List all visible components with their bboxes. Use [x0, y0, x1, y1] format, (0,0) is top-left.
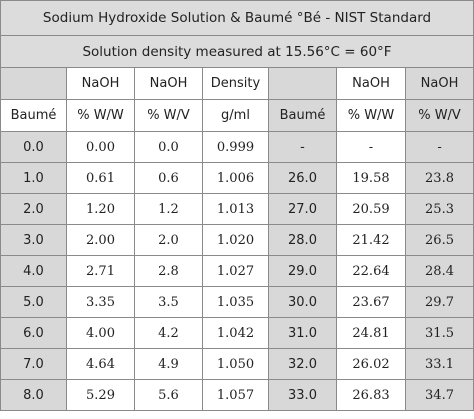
header-cell: % W/W	[336, 99, 406, 132]
table-row: 8.0 5.29 5.6 1.057 33.0 26.83 34.7	[0, 379, 474, 411]
header-cell: NaOH	[66, 67, 135, 100]
table-cell: 2.0	[134, 224, 203, 256]
table-cell: 1.006	[202, 162, 269, 194]
table-cell: 2.0	[0, 193, 67, 225]
header-cell: Baumé	[268, 99, 337, 132]
table-cell: 0.00	[66, 131, 135, 163]
table-row: 3.0 2.00 2.0 1.020 28.0 21.42 26.5	[0, 224, 474, 256]
header-cell: % W/V	[404, 99, 474, 132]
table-cell: -	[336, 131, 406, 163]
header-cell: Baumé	[0, 99, 67, 132]
table-row: 2.0 1.20 1.2 1.013 27.0 20.59 25.3	[0, 193, 474, 225]
table-row: 0.0 0.00 0.0 0.999- - -	[0, 131, 474, 163]
table-cell: 8.0	[0, 379, 67, 411]
table-cell: 27.0	[268, 193, 337, 225]
table-subtitle: Solution density measured at 15.56°C = 6…	[0, 35, 474, 68]
header-cell: Density	[202, 67, 269, 100]
table-cell: 0.999	[202, 131, 269, 163]
table-row: 4.0 2.71 2.8 1.027 29.0 22.64 28.4	[0, 255, 474, 287]
table-cell: 4.2	[134, 317, 203, 349]
table-cell: 32.0	[268, 348, 337, 380]
table-cell: 6.0	[0, 317, 67, 349]
table-cell: 4.9	[134, 348, 203, 380]
table-cell: 5.0	[0, 286, 67, 318]
table-title: Sodium Hydroxide Solution & Baumé °Bé - …	[0, 0, 474, 36]
table-cell: 1.2	[134, 193, 203, 225]
table-cell: 1.035	[202, 286, 269, 318]
table-cell: 1.050	[202, 348, 269, 380]
table-cell: 0.61	[66, 162, 135, 194]
table-cell: 2.8	[134, 255, 203, 287]
table-cell: 0.0	[0, 131, 67, 163]
table-cell: 4.64	[66, 348, 135, 380]
table-cell: 20.59	[336, 193, 406, 225]
table-cell: 24.81	[336, 317, 406, 349]
table-cell: -	[404, 131, 474, 163]
header-cell: NaOH	[336, 67, 406, 100]
header-cell: NaOH	[134, 67, 203, 100]
table-cell: 1.0	[0, 162, 67, 194]
table-cell: 26.5	[404, 224, 474, 256]
table-cell: 7.0	[0, 348, 67, 380]
table-cell: 0.6	[134, 162, 203, 194]
header-cell: % W/V	[134, 99, 203, 132]
table-cell: 3.35	[66, 286, 135, 318]
table-subtitle-row: Solution density measured at 15.56°C = 6…	[0, 35, 474, 68]
table-row: 1.0 0.61 0.6 1.006 26.0 19.58 23.8	[0, 162, 474, 194]
table-cell: 3.5	[134, 286, 203, 318]
table-cell: 23.67	[336, 286, 406, 318]
table-cell: 1.027	[202, 255, 269, 287]
table-cell: 1.013	[202, 193, 269, 225]
table-row: 5.0 3.35 3.5 1.035 30.0 23.67 29.7	[0, 286, 474, 318]
table-cell: 26.02	[336, 348, 406, 380]
table-cell: 33.0	[268, 379, 337, 411]
table-cell: 23.8	[404, 162, 474, 194]
header-cell: g/ml	[202, 99, 269, 132]
table-cell: 2.71	[66, 255, 135, 287]
table-cell: -	[268, 131, 337, 163]
table-cell: 33.1	[404, 348, 474, 380]
table-cell: 25.3	[404, 193, 474, 225]
table-cell: 34.7	[404, 379, 474, 411]
header-cell: % W/W	[66, 99, 135, 132]
table-row: 6.0 4.00 4.2 1.042 31.0 24.81 31.5	[0, 317, 474, 349]
table-row: 7.0 4.64 4.9 1.050 32.0 26.02 33.1	[0, 348, 474, 380]
table-cell: 22.64	[336, 255, 406, 287]
header-cell	[0, 67, 67, 100]
table-cell: 5.29	[66, 379, 135, 411]
table-cell: 19.58	[336, 162, 406, 194]
table-cell: 28.4	[404, 255, 474, 287]
table-cell: 26.0	[268, 162, 337, 194]
table-title-row: Sodium Hydroxide Solution & Baumé °Bé - …	[0, 0, 474, 36]
table-cell: 29.0	[268, 255, 337, 287]
table-cell: 31.5	[404, 317, 474, 349]
table-cell: 26.83	[336, 379, 406, 411]
header-row-1: NaOH NaOH Density NaOH NaOH	[0, 67, 474, 100]
table-cell: 2.00	[66, 224, 135, 256]
table-cell: 29.7	[404, 286, 474, 318]
table-cell: 1.057	[202, 379, 269, 411]
table-cell: 28.0	[268, 224, 337, 256]
header-cell	[268, 67, 337, 100]
header-cell: NaOH	[404, 67, 474, 100]
header-row-2: Baumé % W/W % W/V g/ml Baumé % W/W % W/V	[0, 99, 474, 132]
table-cell: 1.020	[202, 224, 269, 256]
table-cell: 31.0	[268, 317, 337, 349]
table-cell: 0.0	[134, 131, 203, 163]
table-cell: 1.20	[66, 193, 135, 225]
table-cell: 5.6	[134, 379, 203, 411]
table-cell: 1.042	[202, 317, 269, 349]
table-cell: 3.0	[0, 224, 67, 256]
table-cell: 21.42	[336, 224, 406, 256]
table-cell: 30.0	[268, 286, 337, 318]
table-cell: 4.0	[0, 255, 67, 287]
table-cell: 4.00	[66, 317, 135, 349]
